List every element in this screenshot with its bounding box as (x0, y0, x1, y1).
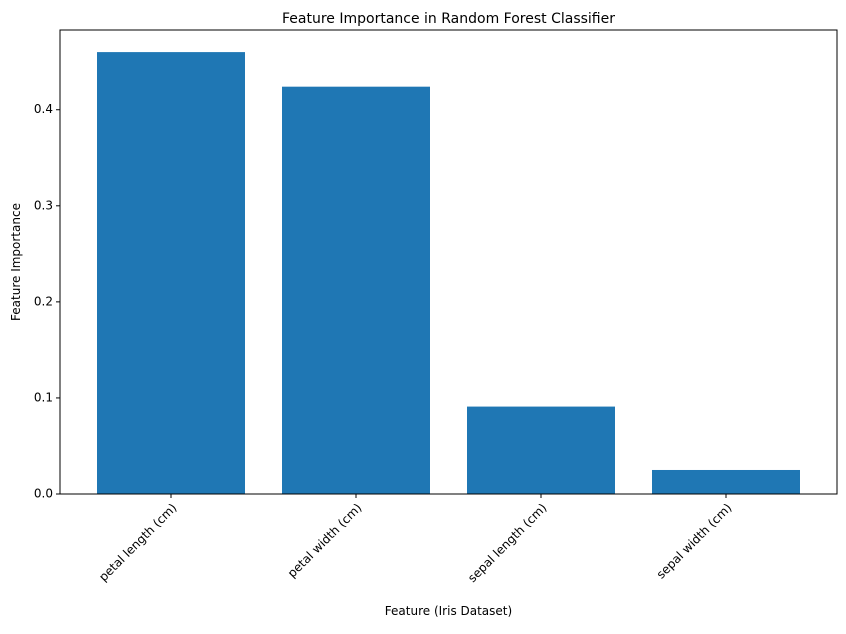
y-tick-label: 0.0 (34, 487, 53, 501)
bar-sepal-length-cm (467, 406, 615, 494)
x-tick-label: sepal length (cm) (465, 501, 549, 585)
bar-petal-length-cm (97, 52, 245, 494)
y-tick-label: 0.1 (34, 390, 53, 404)
y-axis-label: Feature Importance (9, 203, 23, 321)
bars-layer (97, 52, 800, 495)
x-axis: petal length (cm) petal width (cm) sepal l… (96, 494, 735, 585)
y-tick-label: 0.3 (34, 198, 53, 212)
chart-title: Feature Importance in Random Forest Clas… (282, 11, 615, 27)
x-axis-label: Feature (Iris Dataset) (385, 604, 512, 618)
bar-petal-width-cm (282, 86, 430, 495)
x-tick-label: petal width (cm) (285, 501, 365, 581)
x-tick-label: petal length (cm) (96, 501, 179, 584)
bar-sepal-width-cm (652, 469, 800, 494)
y-axis: 0.0 0.1 0.2 0.3 0.4 (34, 102, 60, 501)
x-tick-label: sepal width (cm) (654, 501, 735, 582)
plot-frame (59, 29, 838, 495)
y-tick-label: 0.4 (34, 102, 53, 116)
y-tick-label: 0.2 (34, 294, 53, 308)
